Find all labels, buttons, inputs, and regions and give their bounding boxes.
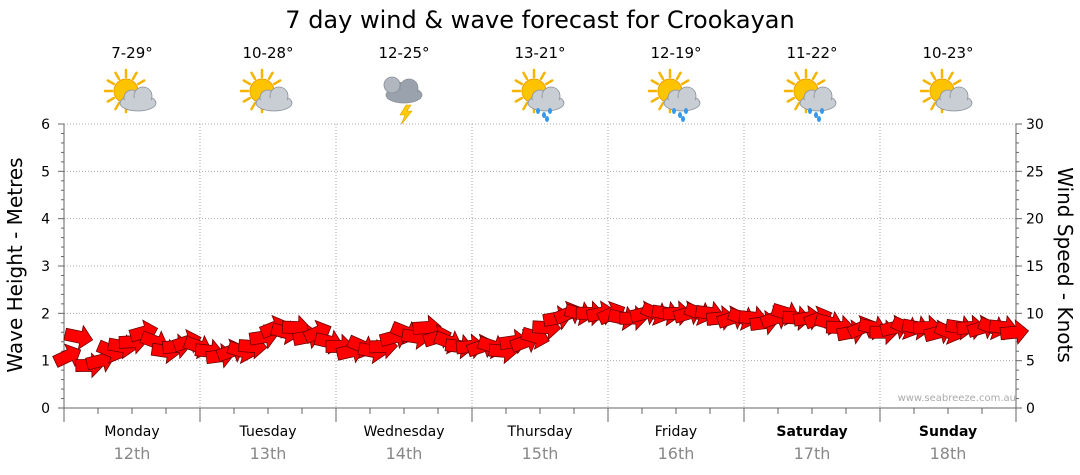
- right-tick-label: 5: [1026, 354, 1035, 370]
- right-tick-label: 25: [1026, 164, 1044, 180]
- day-label: Monday: [104, 424, 159, 440]
- date-label: 17th: [794, 444, 831, 463]
- day-label: Sunday: [919, 424, 977, 440]
- wind-arrow: [999, 319, 1030, 345]
- temperature-range: 13-21°: [514, 44, 565, 62]
- temperature-range: 10-28°: [242, 44, 293, 62]
- day-label: Wednesday: [363, 424, 444, 440]
- left-tick-label: 0: [41, 401, 50, 417]
- weather-row: 7-29° 10-28° 12-25° 13-21° 12-19° 11-22° 10-23…: [103, 44, 974, 126]
- left-tick-label: 3: [41, 259, 50, 275]
- temperature-range: 10-23°: [922, 44, 973, 62]
- date-label: 13th: [250, 444, 287, 463]
- left-tick-label: 6: [41, 117, 50, 133]
- partly-cloudy-icon: [239, 68, 293, 114]
- wind-arrow: [52, 343, 82, 368]
- date-label: 15th: [522, 444, 559, 463]
- right-tick-label: 30: [1026, 117, 1044, 133]
- right-tick-label: 10: [1026, 306, 1044, 322]
- left-tick-label: 1: [41, 354, 50, 370]
- plot-background: [64, 124, 1016, 408]
- left-tick-label: 4: [41, 212, 50, 228]
- day-label: Saturday: [776, 424, 847, 440]
- wind-arrow: [63, 324, 94, 351]
- showers-icon: [783, 68, 837, 122]
- chart-plot-area: [52, 300, 1030, 379]
- temperature-range: 12-19°: [650, 44, 701, 62]
- date-label: 16th: [658, 444, 695, 463]
- x-axis-labels: Monday 12th Tuesday 13th Wednesday 14th Thursd…: [104, 424, 977, 463]
- watermark: www.seabreeze.com.au: [898, 393, 1016, 404]
- left-tick-label: 2: [41, 306, 50, 322]
- date-label: 18th: [930, 444, 967, 463]
- temperature-range: 12-25°: [378, 44, 429, 62]
- right-axis-ticks: 0 5 10 15 20 25 30: [1026, 117, 1044, 417]
- left-tick-label: 5: [41, 164, 50, 180]
- showers-icon: [511, 68, 565, 122]
- date-label: 14th: [386, 444, 423, 463]
- right-tick-label: 20: [1026, 212, 1044, 228]
- showers-icon: [647, 68, 701, 122]
- left-axis-label: Wave Height - Metres: [3, 157, 27, 372]
- day-label: Friday: [655, 424, 697, 440]
- day-label: Thursday: [506, 424, 572, 440]
- day-label: Tuesday: [239, 424, 297, 440]
- right-tick-label: 15: [1026, 259, 1044, 275]
- chart-title: 7 day wind & wave forecast for Crookayan: [285, 6, 794, 34]
- temperature-range: 7-29°: [111, 44, 153, 62]
- left-axis-ticks: 0 1 2 3 4 5 6: [41, 117, 50, 417]
- right-tick-label: 0: [1026, 401, 1035, 417]
- partly-cloudy-icon: [103, 68, 157, 114]
- partly-cloudy-icon: [919, 68, 973, 114]
- chart-grid: [58, 123, 1022, 422]
- right-axis-label: Wind Speed - Knots: [1053, 167, 1077, 363]
- temperature-range: 11-22°: [786, 44, 837, 62]
- thunderstorm-icon: [383, 76, 423, 126]
- date-label: 12th: [114, 444, 151, 463]
